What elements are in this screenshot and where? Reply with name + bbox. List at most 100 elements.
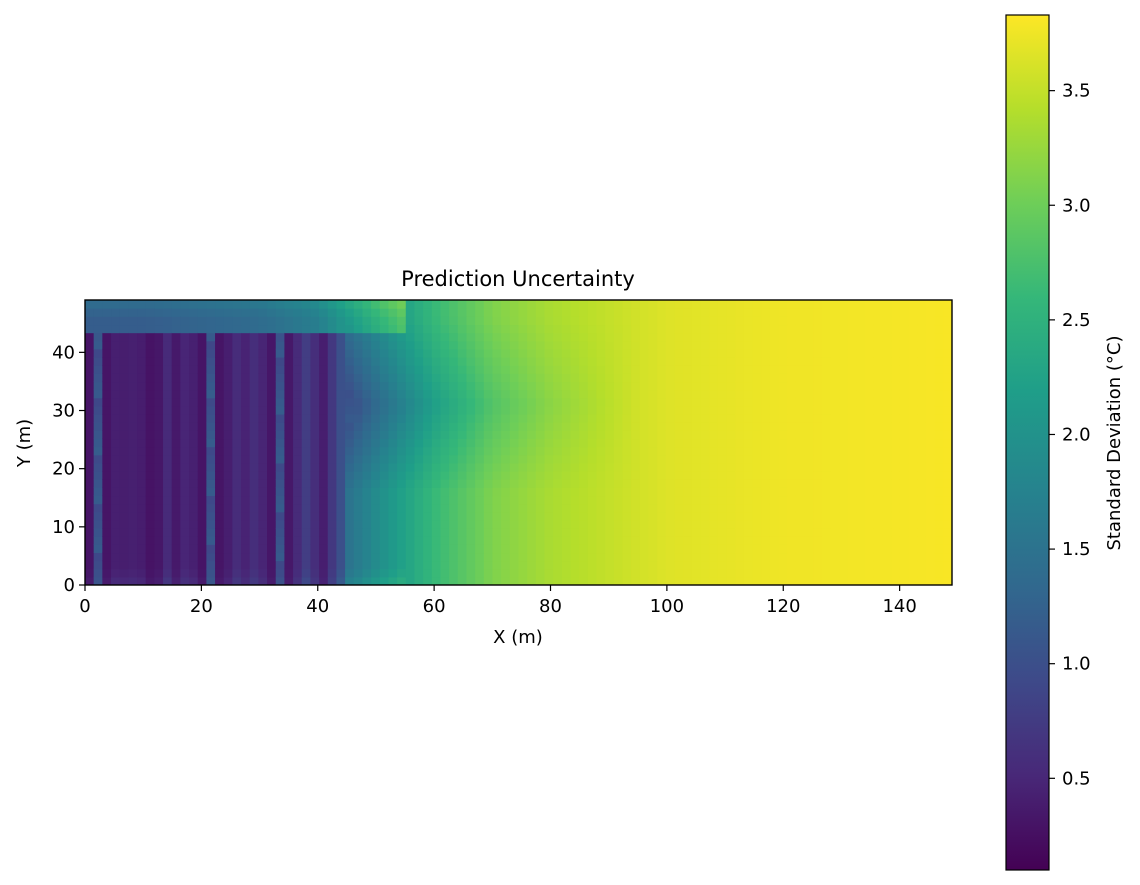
heatmap-cell bbox=[102, 560, 112, 570]
heatmap-cell bbox=[882, 308, 892, 317]
heatmap-cell bbox=[137, 495, 147, 505]
heatmap-cell bbox=[561, 365, 572, 374]
heatmap-cell bbox=[267, 316, 277, 326]
heatmap-cell bbox=[163, 438, 173, 448]
heatmap-cell bbox=[657, 308, 667, 317]
heatmap-cell bbox=[249, 308, 259, 317]
heatmap-cell bbox=[847, 544, 858, 554]
heatmap-cell bbox=[197, 389, 207, 399]
heatmap-cell bbox=[769, 519, 780, 529]
heatmap-cell bbox=[414, 519, 424, 529]
heatmap-cell bbox=[327, 381, 338, 391]
heatmap-cell bbox=[657, 414, 667, 423]
heatmap-cell bbox=[457, 471, 468, 480]
heatmap-cell bbox=[509, 536, 520, 545]
heatmap-cell bbox=[865, 381, 875, 391]
heatmap-cell bbox=[587, 544, 598, 554]
heatmap-cell bbox=[917, 471, 927, 480]
heatmap-cell bbox=[258, 471, 268, 480]
heatmap-cell bbox=[128, 332, 138, 342]
heatmap-cell bbox=[509, 462, 520, 472]
heatmap-cell bbox=[267, 324, 277, 334]
heatmap-cell bbox=[665, 348, 676, 358]
heatmap-cell bbox=[769, 373, 780, 383]
heatmap-cell bbox=[475, 446, 485, 456]
heatmap-cell bbox=[553, 340, 563, 350]
heatmap-cell bbox=[934, 316, 944, 326]
heatmap-cell bbox=[856, 454, 866, 464]
heatmap-cell bbox=[717, 503, 728, 513]
heatmap-cell bbox=[319, 487, 329, 497]
heatmap-cell bbox=[622, 405, 632, 415]
heatmap-cell bbox=[769, 414, 780, 423]
heatmap-cell bbox=[431, 405, 442, 415]
heatmap-cell bbox=[830, 332, 840, 342]
heatmap-cell bbox=[596, 348, 606, 358]
heatmap-cell bbox=[258, 495, 268, 505]
heatmap-cell bbox=[648, 365, 658, 374]
heatmap-cell bbox=[206, 576, 216, 585]
heatmap-cell bbox=[674, 397, 684, 407]
heatmap-cell bbox=[908, 340, 918, 350]
heatmap-cell bbox=[475, 479, 485, 488]
heatmap-cell bbox=[908, 528, 918, 537]
heatmap-cell bbox=[102, 422, 112, 431]
heatmap-cell bbox=[873, 405, 884, 415]
heatmap-cell bbox=[414, 340, 424, 350]
heatmap-cell bbox=[717, 462, 728, 472]
heatmap-cell bbox=[180, 324, 190, 334]
heatmap-cell bbox=[882, 430, 892, 440]
heatmap-cell bbox=[769, 332, 780, 342]
heatmap-cell bbox=[527, 300, 537, 309]
heatmap-cell bbox=[622, 357, 632, 366]
heatmap-cell bbox=[137, 308, 147, 317]
heatmap-cell bbox=[553, 430, 563, 440]
heatmap-cell bbox=[440, 397, 450, 407]
heatmap-cell bbox=[189, 324, 199, 334]
heatmap-cell bbox=[752, 503, 762, 513]
heatmap-cell bbox=[137, 544, 147, 554]
heatmap-cell bbox=[518, 479, 528, 488]
heatmap-cell bbox=[813, 446, 823, 456]
heatmap-cell bbox=[856, 438, 866, 448]
heatmap-cell bbox=[561, 414, 572, 423]
heatmap-cell bbox=[813, 511, 823, 521]
heatmap-cell bbox=[154, 430, 164, 440]
heatmap-cell bbox=[717, 544, 728, 554]
heatmap-cell bbox=[501, 536, 511, 545]
heatmap-cell bbox=[917, 479, 927, 488]
heatmap-cell bbox=[561, 397, 572, 407]
heatmap-cell bbox=[267, 308, 277, 317]
heatmap-cell bbox=[709, 487, 719, 497]
heatmap-cell bbox=[431, 519, 442, 529]
heatmap-cell bbox=[397, 536, 407, 545]
heatmap-cell bbox=[414, 348, 424, 358]
heatmap-cell bbox=[674, 316, 684, 326]
heatmap-cell bbox=[293, 308, 303, 317]
heatmap-cell bbox=[891, 528, 901, 537]
heatmap-cell bbox=[475, 340, 485, 350]
heatmap-cell bbox=[700, 560, 710, 570]
heatmap-cell bbox=[579, 340, 589, 350]
heatmap-cell bbox=[683, 324, 693, 334]
heatmap-cell bbox=[891, 357, 901, 366]
heatmap-cell bbox=[795, 471, 806, 480]
heatmap-cell bbox=[137, 414, 147, 423]
heatmap-cell bbox=[137, 316, 147, 326]
heatmap-cell bbox=[293, 340, 303, 350]
heatmap-cell bbox=[813, 422, 823, 431]
heatmap-cell bbox=[310, 568, 320, 578]
heatmap-cell bbox=[683, 308, 693, 317]
heatmap-cell bbox=[102, 544, 112, 554]
heatmap-cell bbox=[631, 536, 641, 545]
heatmap-cell bbox=[683, 462, 693, 472]
heatmap-cell bbox=[145, 454, 155, 464]
heatmap-cell bbox=[700, 552, 710, 562]
heatmap-cell bbox=[839, 430, 849, 440]
heatmap-cell bbox=[561, 316, 572, 326]
heatmap-cell bbox=[726, 414, 736, 423]
heatmap-cell bbox=[258, 308, 268, 317]
heatmap-cell bbox=[310, 414, 320, 423]
heatmap-cell bbox=[405, 519, 416, 529]
